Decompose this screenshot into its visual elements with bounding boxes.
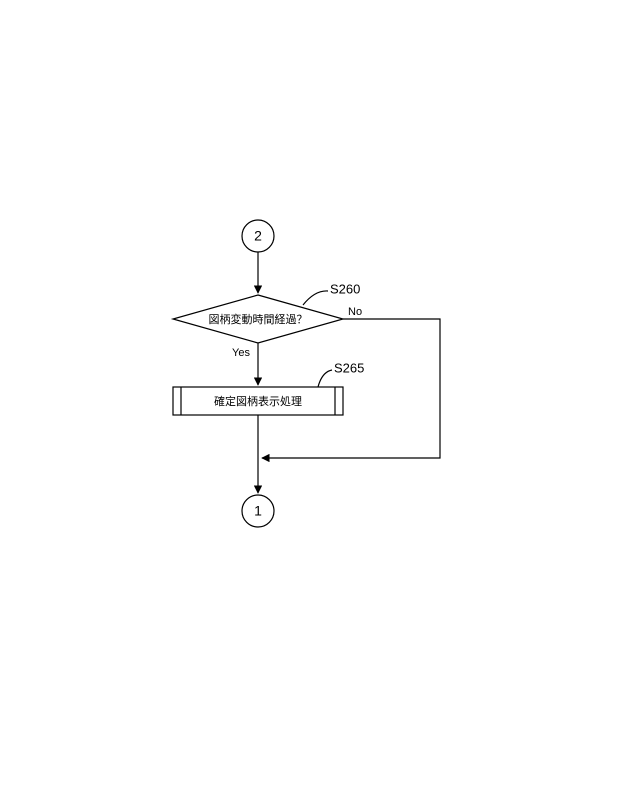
process-text: 確定図柄表示処理 [214,394,302,408]
flowchart-canvas: 2 図柄変動時間経過？ S260 Yes No 確定図柄表示処理 S265 1 [0,0,640,801]
ref-s265: S265 [318,360,364,387]
decision-text: 図柄変動時間経過？ [209,312,308,326]
connector-top: 2 [242,220,274,252]
connector-bottom-label: 1 [254,503,262,519]
ref-s260-text: S260 [330,281,360,296]
no-label: No [348,306,362,318]
ref-s265-text: S265 [334,360,364,375]
connector-bottom: 1 [242,495,274,527]
connector-top-label: 2 [254,228,262,244]
yes-label: Yes [232,347,250,359]
process-node: 確定図柄表示処理 [173,387,343,415]
decision-node: 図柄変動時間経過？ [173,295,343,343]
ref-s260: S260 [303,281,360,305]
